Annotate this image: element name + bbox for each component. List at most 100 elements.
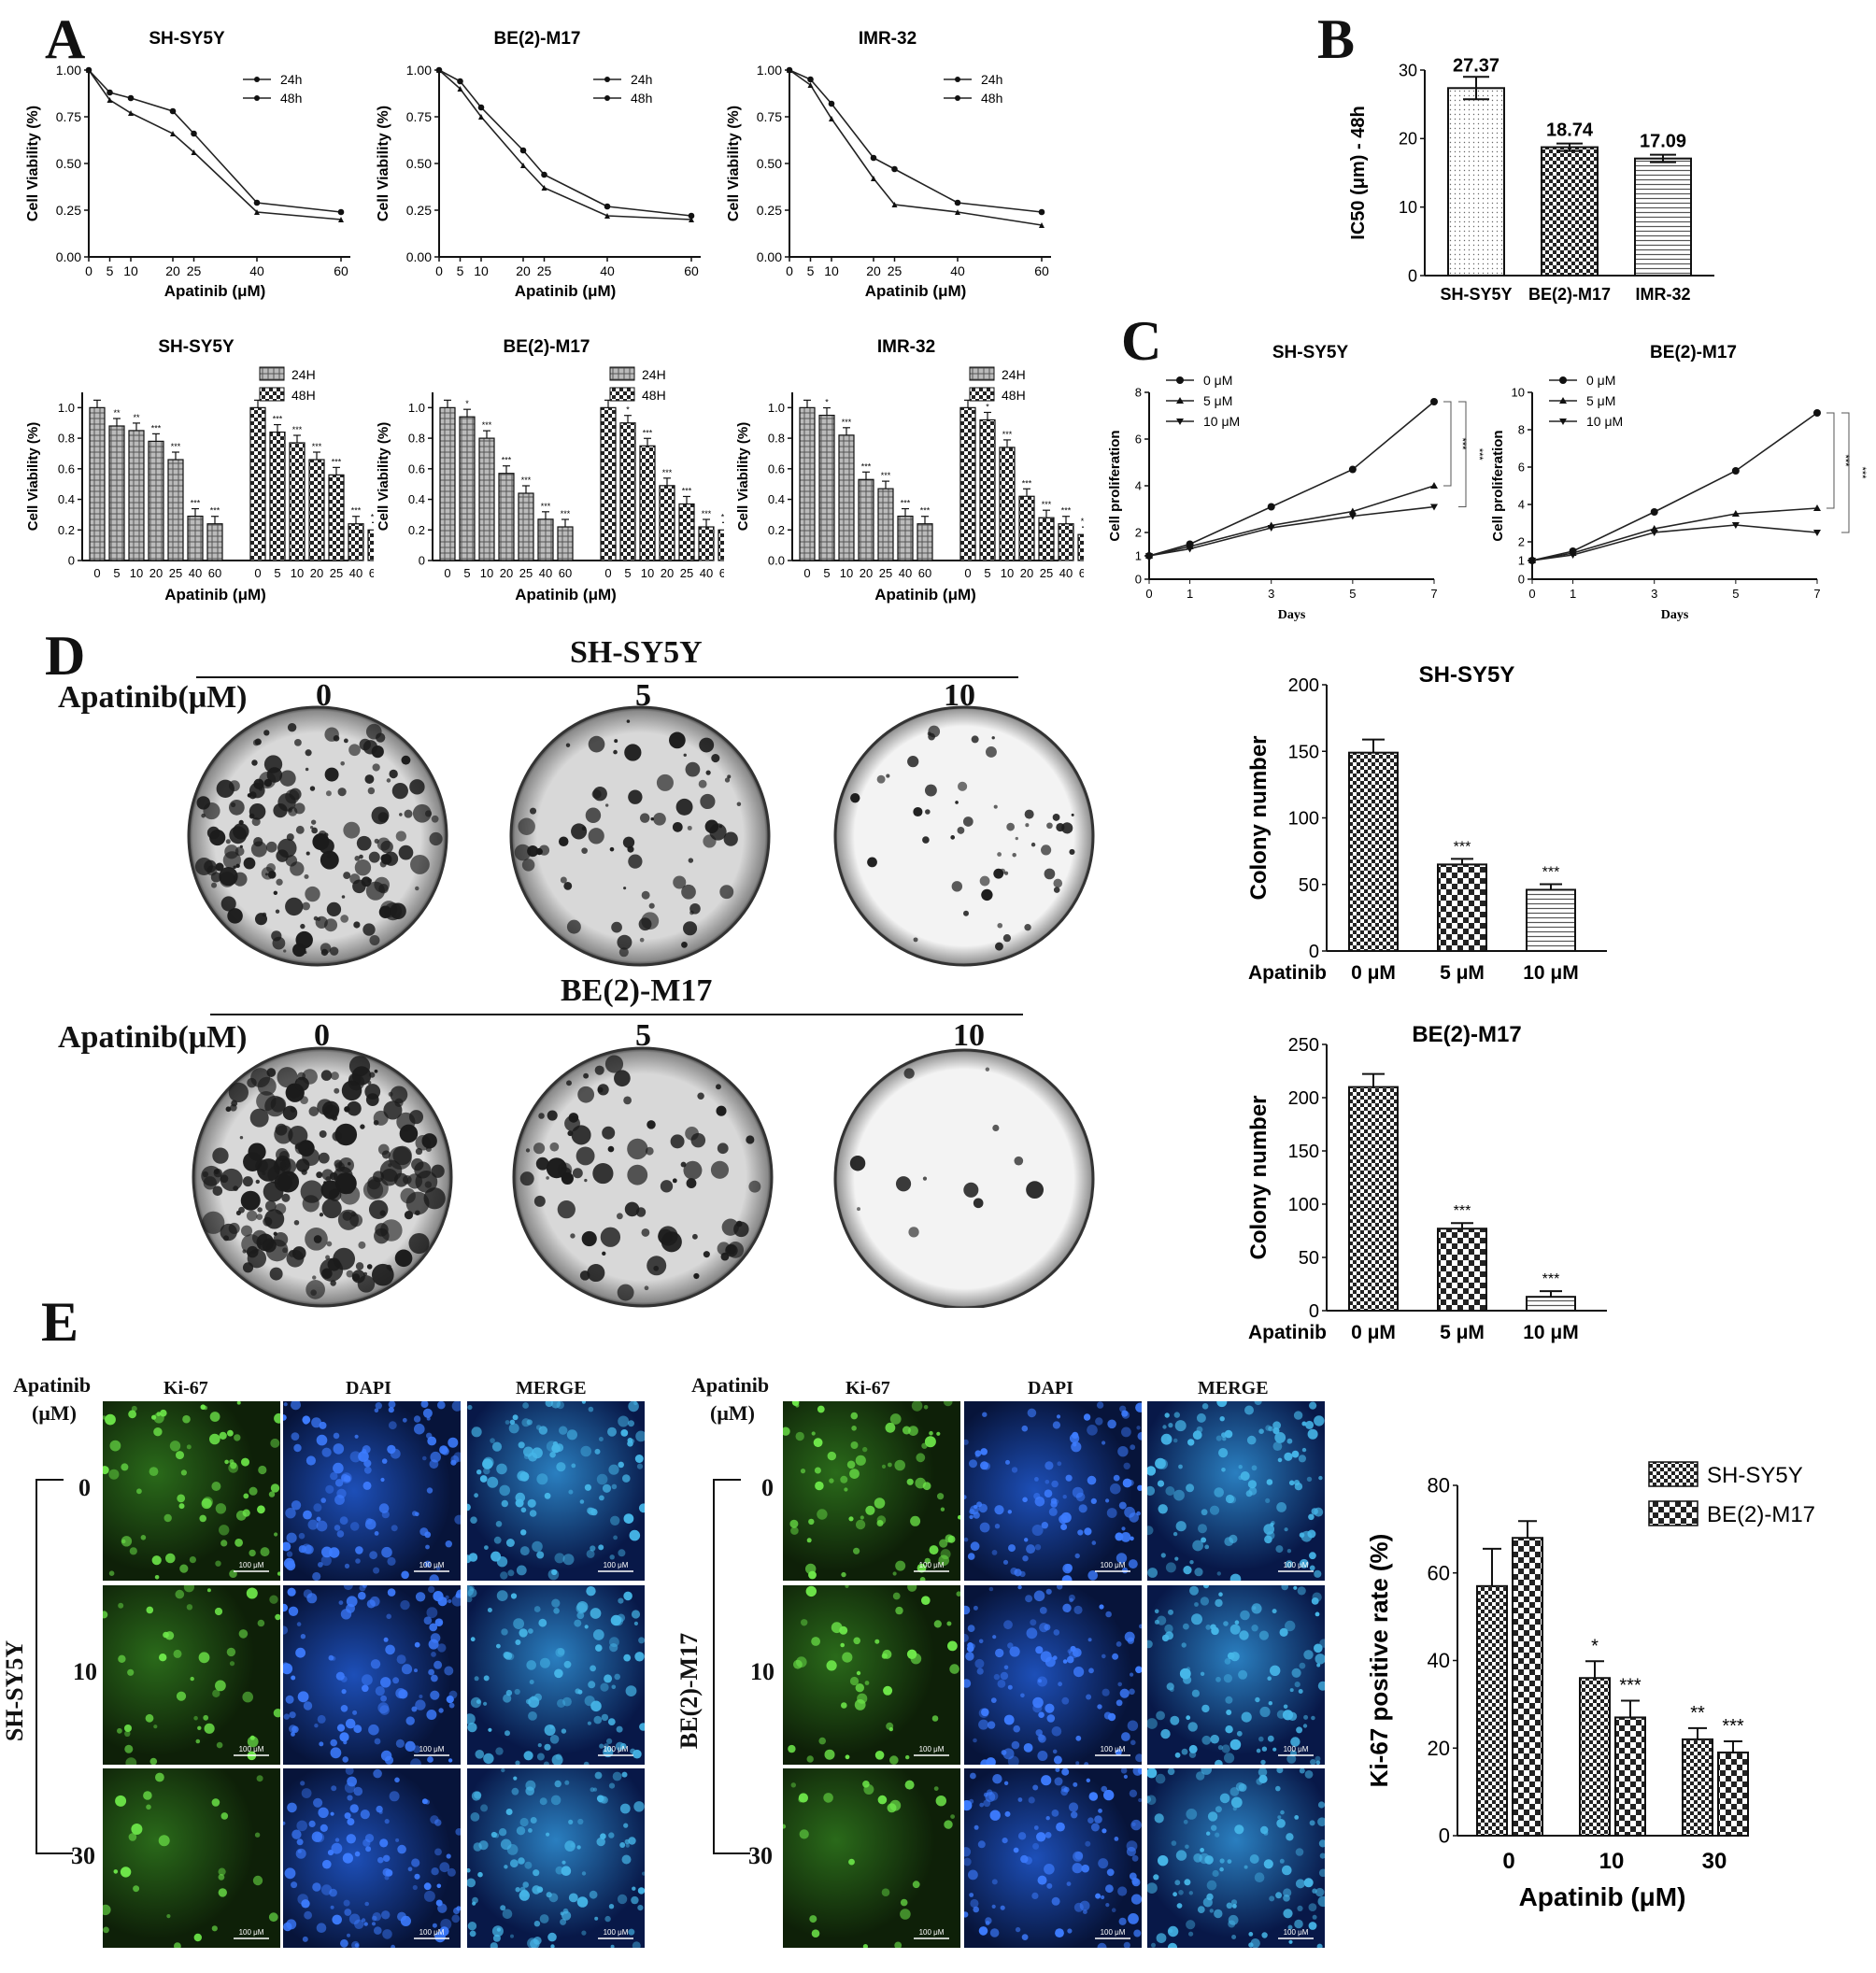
nucleus [340,1472,352,1483]
a-bar-sh-legend-label: 24H [291,367,316,382]
colony [304,873,309,879]
colony [913,937,918,943]
nucleus [502,1909,513,1920]
colony [993,868,1004,879]
nucleus [628,1837,636,1845]
colony [281,1193,291,1202]
a-bar-be-sig: *** [521,476,532,485]
nucleus [805,1563,817,1575]
colony [347,1100,362,1116]
nucleus [895,1560,906,1571]
colony [927,731,931,736]
nucleus [617,1894,628,1905]
nucleus [498,1828,507,1837]
micro-col-dapi-right: DAPI [1028,1378,1073,1398]
nucleus [581,1401,586,1404]
nucleus [1003,1620,1013,1630]
c-sh-y-tick-label: 6 [1135,433,1142,447]
a-line-imr-legend-marker [955,95,960,101]
nucleus [845,1754,850,1760]
nucleus [1211,1626,1219,1636]
nucleus [507,1569,515,1577]
nucleus [277,1571,280,1576]
nucleus [620,1429,629,1437]
nucleus [320,1554,332,1567]
nucleus [974,1454,980,1458]
colony [252,739,260,746]
nucleus [1201,1537,1207,1543]
nucleus [995,1648,1004,1658]
nucleus [302,1936,308,1942]
colony [341,895,346,899]
nucleus [1147,1718,1158,1729]
nucleus [1200,1671,1205,1676]
nucleus [1052,1421,1060,1429]
nucleus [286,1919,297,1930]
nucleus [1026,1544,1036,1554]
colony [279,770,296,787]
nucleus [1057,1461,1062,1467]
c-sh-x-tick-label: 7 [1430,587,1437,601]
nucleus [476,1469,482,1475]
nucleus [370,1659,381,1669]
nucleus [320,1884,333,1895]
nucleus [313,1797,323,1808]
a-bar-imr-x-tick-label: 20 [860,566,873,580]
colony [254,913,268,926]
a-line-imr-point [828,100,835,107]
nucleus [1224,1537,1234,1546]
panel-letter-b: B [1317,8,1356,70]
colony [660,1180,674,1193]
nucleus [214,1607,223,1616]
nucleus [509,1419,516,1425]
nucleus [533,1606,541,1612]
e-legend-label: BE(2)-M17 [1707,1502,1815,1527]
colony [587,1264,605,1283]
nucleus [526,1419,533,1426]
nucleus [467,1722,477,1733]
colony [992,1124,1000,1132]
nucleus [1106,1868,1115,1877]
nucleus [355,1546,363,1554]
nucleus [1234,1620,1240,1625]
nucleus [1261,1932,1268,1938]
nucleus [118,1602,124,1609]
nucleus [388,1421,397,1430]
nucleus [374,1408,379,1413]
nucleus [938,1554,949,1567]
a-bar-sh-x-tick-label: 0 [254,566,261,580]
nucleus [441,1447,449,1455]
nucleus [1219,1793,1230,1804]
a-bar-be-x-tick-label: 60 [559,566,572,580]
nucleus [1121,1732,1130,1741]
nucleus [447,1867,456,1877]
nucleus [182,1414,191,1424]
nucleus [1276,1502,1286,1512]
nucleus [487,1608,492,1612]
nucleus [1272,1747,1277,1752]
nucleus [362,1838,371,1847]
nucleus [515,1887,520,1893]
colony [321,1198,342,1219]
nucleus [395,1838,400,1842]
nucleus [1265,1425,1272,1431]
nucleus [377,1702,390,1714]
a-line-sh-x-tick-label: 10 [123,263,138,278]
nucleus [817,1405,825,1413]
colony [364,774,375,785]
nucleus [1023,1743,1033,1753]
colony [519,1171,534,1186]
nucleus [892,1571,897,1576]
nucleus [946,1621,952,1626]
a-bar-imr-x-tick-label: 10 [840,566,853,580]
nucleus [445,1595,449,1599]
nucleus [935,1796,946,1807]
colony [302,901,310,911]
micro-dose-left-0: 0 [78,1474,91,1501]
a-bar-be-x-tick-label: 25 [519,566,533,580]
b-y-tick-label: 10 [1399,198,1417,217]
colony [592,1163,614,1185]
nucleus [328,1654,334,1661]
nucleus [511,1787,519,1796]
colony [572,1168,583,1179]
